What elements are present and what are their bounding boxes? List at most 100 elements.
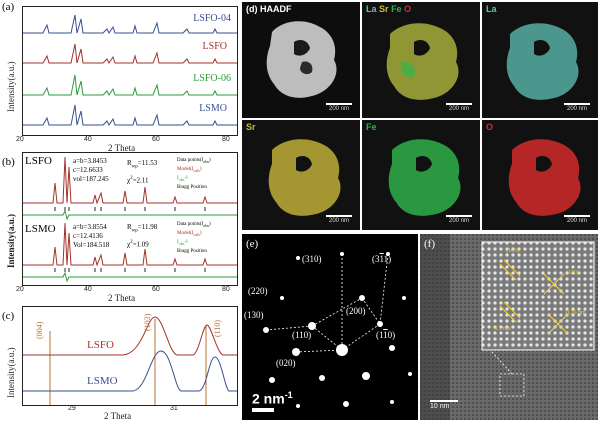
hrtem-scale-bar — [430, 400, 458, 402]
spot-1-1bar-0-bar: 1 — [383, 330, 388, 340]
panel-b-label: (b) — [2, 156, 15, 168]
label-lsfo: LSFO — [202, 41, 227, 52]
legend-model-sub: cals — [193, 168, 200, 173]
legend-diff-sub-obs: obs — [178, 177, 185, 182]
saed-scale-sup: -1 — [284, 390, 293, 400]
composite-map — [386, 23, 459, 100]
spot-130: (130) — [244, 310, 264, 320]
panel-f-label: (f) — [424, 238, 435, 250]
lsmo-rwp: R — [127, 223, 132, 231]
lsfo-rwp: R — [127, 159, 132, 167]
lsfo-chi: χ — [127, 176, 131, 185]
inset-label-026nm: 0.26 nm — [566, 310, 586, 316]
panel-a-xtick-80: 80 — [222, 136, 230, 143]
trace-lsfo-06 — [23, 74, 237, 96]
trace-lsmo-zoom — [23, 350, 237, 392]
sr-scale-text: 200 nm — [328, 218, 349, 224]
lsfo-chi-value: =2.11 — [132, 176, 149, 185]
label-lsfo-06: LSFO-06 — [193, 73, 231, 84]
panel-c-xtick-29: 29 — [68, 405, 76, 412]
lsmo-legend: Data points(Iobs) Model(Icals) Iobs-I Br… — [177, 222, 211, 254]
la-map — [506, 23, 579, 100]
lsmo-param-ab: a=b=3.8554 — [73, 223, 107, 231]
lsfo-legend: Data points(Iobs) Model(Icals) Iobs-I Br… — [177, 158, 211, 190]
trace-lsfo-zoom — [23, 316, 237, 356]
label-lsfo-04: LSFO-04 — [193, 13, 231, 24]
spot-3-1bar-0-bar: 1 — [379, 254, 384, 264]
spot-1-1bar-0-b: 0) — [387, 330, 396, 340]
legend2-data-sub: obs — [203, 223, 210, 228]
saed-scale: 2 nm-1 — [252, 390, 293, 412]
legend-data: Data points(I — [177, 158, 204, 163]
sr-tile: Sr 200 nm — [242, 120, 360, 230]
la-tile: La 200 nm — [482, 2, 598, 118]
haadf-tile: (d) HAADF 200 nm — [242, 2, 360, 118]
panel-c-plot: (004) (103) (110) LSFO LSMO — [22, 306, 238, 406]
la-title: La — [486, 4, 497, 14]
trace-lsfo-04 — [23, 14, 237, 34]
panel-b-xlabel: 2 Theta — [108, 293, 136, 303]
composite-o: O — [404, 4, 412, 14]
composite-scale-text: 200 nm — [448, 106, 469, 112]
legend2-diff: I — [177, 240, 179, 245]
trace-lsfo-diff — [23, 209, 237, 221]
legend-bragg: Bragg Position — [177, 185, 207, 190]
o-title: O — [486, 122, 494, 132]
hrtem-image — [420, 234, 598, 420]
lsfo-label: LSFO — [25, 155, 52, 167]
panel-b-xtick-40: 40 — [84, 286, 92, 293]
peak-label-004: (004) — [35, 321, 44, 339]
sr-map — [268, 139, 341, 216]
inset-label-103: (103) — [506, 248, 519, 254]
panel-a-xlabel: 2 Theta — [108, 143, 136, 153]
spot-020: (020) — [276, 358, 296, 368]
trace-lsmo-fit — [23, 222, 237, 267]
hrtem-scale-text: 10 nm — [430, 403, 450, 410]
spot-3-1bar-0-a: (3 — [372, 254, 380, 264]
lsfo-rwp-sub: wp — [131, 164, 138, 170]
legend2-diff-sub-obs: obs — [178, 241, 185, 246]
panel-e: (e) (310) (311) (220) (200) (130) (110) … — [242, 234, 418, 420]
spot-310: (310) — [302, 254, 322, 264]
composite-title: La Sr Fe O — [366, 4, 411, 14]
inset-lattice — [481, 241, 595, 351]
fe-tile: Fe 200 nm — [362, 120, 480, 230]
lsmo-params: a=b=3.8554 c=12.4136 Vol=184.518 — [73, 223, 109, 250]
lsmo-chi: χ — [127, 240, 131, 249]
lsmo-rwp-value: =11.98 — [137, 223, 158, 231]
spot-200: (200) — [346, 306, 366, 316]
legend2-data: Data points(I — [177, 222, 204, 227]
label-lsmo-c: LSMO — [87, 375, 118, 387]
panel-a-plot: LSFO-04 LSFO LSFO-06 LSMO — [22, 6, 238, 136]
panel-c-ylabel: Intensity(a.u.) — [6, 347, 16, 398]
lsfo-rwp-value: =11.53 — [137, 159, 158, 167]
label-lsfo-c: LSFO — [87, 339, 114, 351]
sr-scale-bar: 200 nm — [326, 215, 352, 224]
haadf-image — [266, 21, 337, 98]
peak-label-103: (103) — [143, 313, 152, 331]
lsfo-param-vol: vol=187.245 — [73, 175, 109, 183]
la-scale-bar: 200 nm — [564, 103, 590, 112]
panel-b-ylabel: Intensity(a.u.) — [6, 213, 16, 268]
lsmo-rwp-sub: wp — [131, 228, 138, 234]
legend2-diff-sub-cal: -I — [184, 240, 188, 245]
legend-data-sub: obs — [203, 159, 210, 164]
panel-c-xlabel: 2 Theta — [104, 411, 132, 421]
legend-model: Model(I — [177, 167, 194, 172]
panel-e-label: (e) — [246, 238, 259, 250]
lsfo-fit-stats: Rwp=11.53 χ2=2.11 — [127, 159, 158, 185]
trace-lsmo — [23, 104, 237, 126]
panel-a-xtick-20: 20 — [16, 136, 24, 143]
lsmo-bragg-ticks — [54, 268, 206, 272]
lsmo-chi-value: =1.09 — [132, 240, 149, 249]
saed-scale-bar — [252, 407, 274, 412]
legend2-model-sub: cals — [193, 232, 200, 237]
haadf-scale-text: 200 nm — [328, 106, 349, 112]
sr-title: Sr — [246, 122, 256, 132]
composite-la: La — [366, 4, 377, 14]
panel-a-traces — [23, 14, 237, 126]
inset-label-110: (110) — [566, 270, 579, 276]
composite-tile: La Sr Fe O 200 nm — [362, 2, 480, 118]
panel-c-label: (c) — [2, 310, 15, 322]
panel-b-xtick-20: 20 — [16, 286, 24, 293]
